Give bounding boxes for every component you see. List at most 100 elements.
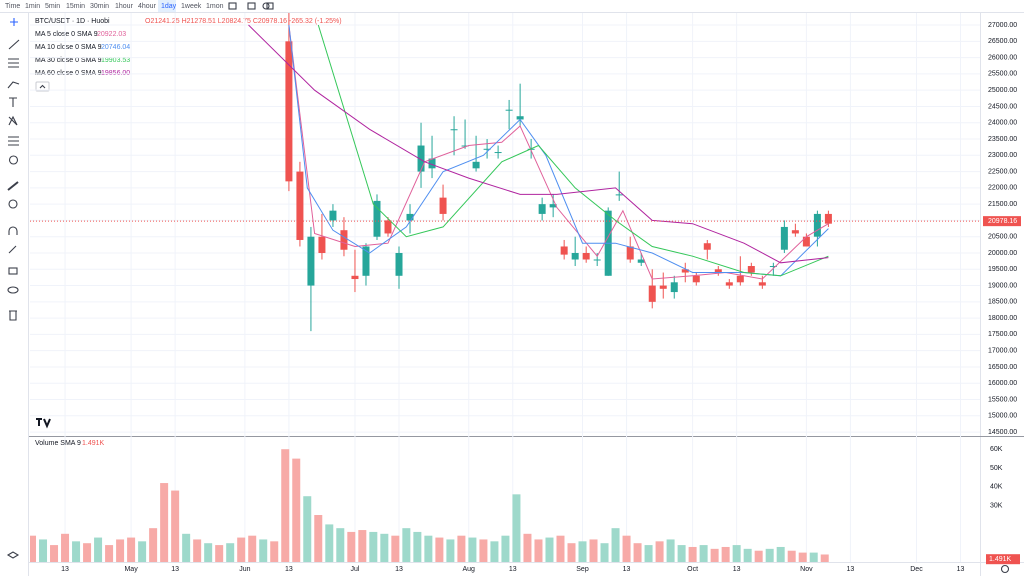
fullscreen-icon[interactable] <box>266 2 274 10</box>
toolbar-icons[interactable] <box>228 2 274 10</box>
price-tick-label: 17500.00 <box>988 331 1017 338</box>
volume-bar <box>798 552 807 562</box>
price-tick-label: 19500.00 <box>988 266 1017 273</box>
volume-tick-label: 50K <box>990 465 1003 472</box>
moving-average-line <box>248 24 829 264</box>
volume-bar <box>600 543 609 562</box>
remove-tool[interactable] <box>9 310 17 321</box>
study-name: MA 10 close 0 SMA 9 <box>35 44 102 51</box>
time-tick-label: Sep <box>576 566 589 573</box>
candle-body <box>406 213 414 221</box>
study-name: MA 5 close 0 SMA 9 <box>35 31 98 38</box>
candle-body <box>736 275 744 283</box>
price-tick-label: 25500.00 <box>988 71 1017 78</box>
time-tick-label: 13 <box>285 566 293 573</box>
indicator-icon[interactable] <box>228 2 237 10</box>
candle-body <box>340 230 348 250</box>
volume-bar <box>193 539 202 562</box>
volume-bar <box>314 515 323 562</box>
trend-line-tool[interactable] <box>8 39 20 50</box>
interval-button[interactable]: 1week <box>181 3 202 10</box>
candle-body <box>791 230 799 234</box>
hide-tool[interactable] <box>7 286 19 294</box>
candle-body <box>318 236 326 253</box>
volume-bar <box>721 546 730 562</box>
moving-average-line <box>288 24 829 280</box>
interval-button[interactable]: 5min <box>45 3 60 10</box>
candle-body <box>483 148 491 150</box>
zoom-tool[interactable] <box>8 199 18 209</box>
candle-body <box>472 161 480 169</box>
volume-bar <box>94 537 103 562</box>
time-tick-label: 13 <box>171 566 179 573</box>
volume-bar <box>732 545 741 562</box>
price-tick-label: 17000.00 <box>988 348 1017 355</box>
top-toolbar <box>0 0 1024 12</box>
interval-button[interactable]: Time <box>5 3 20 10</box>
volume-bar <box>677 545 686 562</box>
moving-average-line <box>317 24 829 277</box>
magnet-tool[interactable] <box>8 226 18 235</box>
time-tick-label: May <box>124 566 138 573</box>
candle-body <box>351 275 359 280</box>
candle-body <box>824 213 832 224</box>
moving-average-line <box>288 24 829 277</box>
volume-bar <box>534 539 543 562</box>
volume-bar <box>578 541 587 562</box>
price-tick-label: 25000.00 <box>988 87 1017 94</box>
object-tree-icon[interactable] <box>6 551 20 559</box>
candle-body <box>670 282 678 293</box>
volume-bar <box>83 543 92 562</box>
volume-bar <box>116 539 125 562</box>
interval-button[interactable]: 1day <box>161 3 177 10</box>
candle-body <box>461 145 469 147</box>
volume-bar <box>622 535 631 562</box>
volume-bar <box>303 496 312 562</box>
volume-bar <box>633 543 642 562</box>
prediction-tool[interactable] <box>8 136 19 146</box>
settings-icon[interactable] <box>262 2 270 10</box>
text-tool[interactable] <box>9 97 17 107</box>
interval-button[interactable]: 4hour <box>138 3 157 10</box>
volume-bar <box>468 537 477 562</box>
icon-tool[interactable] <box>8 155 19 165</box>
candle-body <box>494 152 502 154</box>
volume-bar <box>259 539 268 562</box>
candle-body <box>285 41 293 182</box>
interval-button[interactable]: 1mon <box>206 3 224 10</box>
interval-button[interactable]: 1min <box>25 3 40 10</box>
stay-drawing-tool[interactable] <box>8 245 17 254</box>
interval-button[interactable]: 1hour <box>115 3 134 10</box>
volume-bar <box>292 458 301 562</box>
time-tick-label: 13 <box>733 566 741 573</box>
legend-collapse[interactable] <box>35 81 50 92</box>
volume-bar <box>688 546 697 562</box>
candle-body <box>428 158 436 169</box>
chart-type-icon[interactable] <box>247 2 256 10</box>
axis-settings-icon[interactable] <box>1000 564 1010 574</box>
candle-body <box>373 200 381 237</box>
candle-body <box>692 275 700 283</box>
measure-tool[interactable] <box>7 181 19 191</box>
fib-tool[interactable] <box>8 58 19 68</box>
interval-button[interactable]: 30min <box>90 3 109 10</box>
volume-sma-label: 1.491K <box>989 556 1012 563</box>
time-tick-label: 13 <box>61 566 69 573</box>
candle-body <box>714 269 722 273</box>
volume-bar <box>237 537 246 562</box>
time-tick-label: Nov <box>800 566 813 573</box>
time-tick-label: Jun <box>239 566 250 573</box>
volume-tick-label: 30K <box>990 502 1003 509</box>
candle-body <box>538 204 546 214</box>
volume-bar <box>270 541 279 562</box>
price-tick-label: 26500.00 <box>988 38 1017 45</box>
interval-button[interactable]: 15min <box>66 3 85 10</box>
candle-body <box>439 197 447 214</box>
price-tick-label: 24500.00 <box>988 103 1017 110</box>
pattern-tool[interactable] <box>7 81 20 89</box>
lock-tool[interactable] <box>8 267 18 275</box>
crosshair-tool[interactable] <box>10 18 18 26</box>
last-price-label: 20978.16 <box>988 218 1017 225</box>
volume-bar <box>644 545 653 562</box>
gann-tool[interactable] <box>8 115 18 126</box>
